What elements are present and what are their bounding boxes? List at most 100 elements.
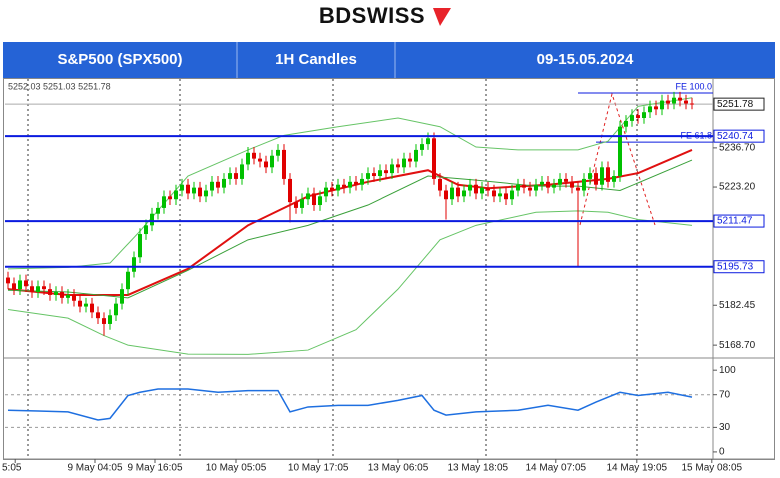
candle-body xyxy=(642,112,646,119)
candle-body xyxy=(72,294,76,301)
candle-body xyxy=(258,158,262,162)
candle-body xyxy=(132,257,136,272)
candle-body xyxy=(420,144,424,150)
candle-body xyxy=(612,176,616,182)
rsi-tick-label: 30 xyxy=(719,422,731,433)
logo-flag xyxy=(433,8,451,26)
candle-body xyxy=(396,164,400,168)
last-price-label: 5251.78 xyxy=(717,99,754,110)
candle-body xyxy=(510,190,514,200)
x-tick-label: 13 May 06:05 xyxy=(368,463,429,474)
candle-body xyxy=(450,187,454,200)
candle-body xyxy=(492,190,496,197)
candle-body xyxy=(372,173,376,177)
rsi-tick-label: 100 xyxy=(719,365,736,376)
candle-body xyxy=(540,181,544,185)
y-tick-label: 5168.70 xyxy=(719,340,756,351)
candle-body xyxy=(198,187,202,197)
candle-body xyxy=(672,97,676,104)
candle-body xyxy=(294,202,298,208)
candle-body xyxy=(690,103,694,105)
rsi-tick-label: 70 xyxy=(719,389,731,400)
candle-body xyxy=(12,283,16,290)
candle-body xyxy=(618,126,622,177)
candle-body xyxy=(570,181,574,188)
x-tick-label: 5:05 xyxy=(2,463,22,474)
level-box xyxy=(713,214,765,228)
candle-body xyxy=(480,187,484,194)
candle-body xyxy=(486,187,490,191)
candle-body xyxy=(444,190,448,200)
candle-body xyxy=(558,178,562,185)
candle-body xyxy=(528,187,532,191)
candle-body xyxy=(30,286,34,293)
candle-body xyxy=(516,184,520,191)
candle-body xyxy=(354,181,358,185)
level-label: 5211.47 xyxy=(717,216,753,227)
level-box xyxy=(713,260,765,274)
candle-body xyxy=(660,100,664,110)
candle-body xyxy=(84,303,88,307)
candle-body xyxy=(666,100,670,104)
candle-body xyxy=(150,213,154,226)
header-cell: S&P500 (SPX500) xyxy=(57,51,182,68)
candle-body xyxy=(360,178,364,185)
candle-body xyxy=(180,184,184,191)
candle-body xyxy=(168,196,172,200)
x-tick-label: 10 May 05:05 xyxy=(206,463,267,474)
y-tick-label: 5182.45 xyxy=(719,300,756,311)
candle-body xyxy=(18,280,22,290)
x-tick-label: 9 May 16:05 xyxy=(127,463,182,474)
indicator-line xyxy=(7,97,693,270)
candle-body xyxy=(624,120,628,127)
candle-body xyxy=(522,184,526,188)
candle-body xyxy=(234,173,238,179)
indicator-line xyxy=(7,210,693,355)
candle-body xyxy=(126,271,130,290)
candle-body xyxy=(534,184,538,191)
candle-body xyxy=(684,100,688,104)
candle-body xyxy=(348,181,352,188)
candle-body xyxy=(312,193,316,206)
x-tick-label: 9 May 04:05 xyxy=(67,463,122,474)
candle-body xyxy=(654,106,658,110)
candle-body xyxy=(588,173,592,179)
candle-body xyxy=(36,286,40,293)
rsi-tick-label: 0 xyxy=(719,447,725,458)
level-box xyxy=(713,129,765,143)
candle-body xyxy=(336,184,340,191)
candle-body xyxy=(42,286,46,290)
candle-body xyxy=(552,184,556,188)
candle-body xyxy=(426,138,430,145)
candle-body xyxy=(498,193,502,197)
candle-body xyxy=(594,173,598,185)
candle-body xyxy=(474,184,478,194)
y-tick-label: 5236.70 xyxy=(719,143,756,154)
candle-body xyxy=(240,164,244,179)
indicator-line xyxy=(7,148,693,296)
candle-body xyxy=(402,158,406,168)
candle-body xyxy=(330,187,334,191)
candle-body xyxy=(222,178,226,188)
candle-body xyxy=(114,303,118,316)
candle-body xyxy=(576,187,580,191)
candle-body xyxy=(6,277,10,284)
header-bar xyxy=(3,42,775,78)
x-tick-label: 14 May 19:05 xyxy=(606,463,667,474)
ohlc-label: 5252.03 5251.03 5251.78 xyxy=(8,81,111,91)
x-tick-label: 15 May 08:05 xyxy=(681,463,742,474)
logo: BDSWISS xyxy=(319,3,425,28)
candle-body xyxy=(144,225,148,235)
candle-body xyxy=(162,196,166,208)
level-label: 5195.73 xyxy=(717,261,754,272)
candle-body xyxy=(174,190,178,200)
candle-body xyxy=(390,164,394,174)
candle-body xyxy=(24,280,28,287)
candle-body xyxy=(252,152,256,159)
candle-body xyxy=(414,149,418,162)
candle-body xyxy=(342,184,346,188)
fib-label: FE 100.0 xyxy=(675,81,712,91)
candle-body xyxy=(228,173,232,179)
candle-body xyxy=(108,315,112,324)
